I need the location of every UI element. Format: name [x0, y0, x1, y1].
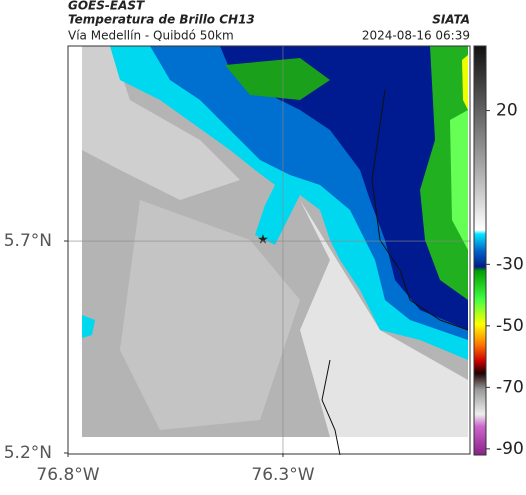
- colorbar: [473, 45, 487, 456]
- caption: Vía Medellín - Quibdó 50km: [68, 29, 234, 43]
- colorbar-label: -70: [496, 377, 524, 397]
- colorbar-label: -50: [496, 316, 524, 336]
- colorbar-label: -90: [496, 439, 524, 459]
- colorbar-label: 20: [496, 101, 518, 121]
- svg-text:★: ★: [257, 233, 269, 248]
- x-tick-label: 76.3°W: [251, 465, 314, 485]
- source: SIATA: [432, 13, 470, 27]
- colorbar-label: -30: [496, 254, 524, 274]
- x-tick-label: 76.8°W: [36, 465, 99, 485]
- y-tick-label: 5.2°N: [4, 443, 52, 463]
- subtitle: Temperatura de Brillo CH13: [68, 13, 255, 27]
- title: GOES-EAST: [68, 0, 145, 13]
- timestamp: 2024-08-16 06:39: [362, 29, 470, 43]
- imagery: ★: [82, 46, 469, 456]
- y-tick-label: 5.7°N: [4, 231, 52, 251]
